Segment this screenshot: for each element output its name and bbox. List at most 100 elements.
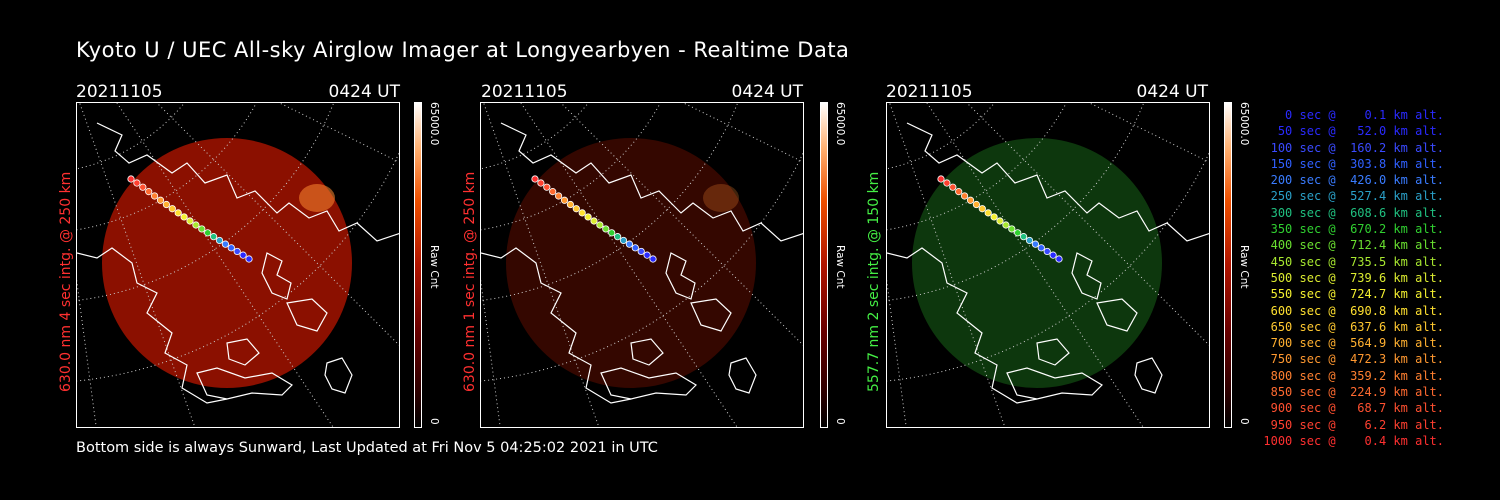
page-title: Kyoto U / UEC All-sky Airglow Imager at … [76,38,850,62]
trajectory-point [1031,240,1039,248]
legend-row: 300 sec @ 608.6 km alt. [1263,205,1444,220]
coastline [261,252,292,300]
trajectory-point [1002,221,1010,229]
coastline [1134,357,1163,394]
trajectory-point [233,247,241,256]
legend-row: 150 sec @ 303.8 km alt. [1263,156,1444,171]
trajectory-point [937,175,945,183]
trajectory-point [555,192,563,200]
legend-row: 900 sec @ 68.7 km alt. [1263,401,1444,416]
legend-row: 350 sec @ 670.2 km alt. [1263,222,1444,237]
legend-row: 950 sec @ 6.2 km alt. [1263,417,1444,432]
trajectory-point [614,233,622,241]
panel2-cbar-unit: Raw Cnt [834,245,846,289]
panel2-ylabel: 630.0 nm 1 sec intg. @ 250 km [462,171,478,392]
trajectory-point [227,244,235,252]
trajectory-point [210,233,218,241]
trajectory-point [1014,229,1022,237]
trajectory-point [156,196,165,204]
legend-row: 800 sec @ 359.2 km alt. [1263,368,1444,383]
trajectory-point [174,209,182,217]
coastline [887,247,1038,404]
panel2-cbar-max: 65000.0 [834,102,846,146]
trajectory-point [239,251,247,259]
panel1-cbar-unit: Raw Cnt [428,245,440,289]
coastline [906,122,1209,242]
coastline [96,122,399,242]
trajectory-point [543,183,551,191]
trajectory-point [961,192,969,200]
airglow-disc [102,138,352,388]
trajectory-point [180,213,188,221]
legend-row: 50 sec @ 52.0 km alt. [1263,124,1444,139]
panel1-svg [77,103,399,427]
meridian-line [887,279,907,427]
coastline [1096,298,1138,332]
meridian-line [481,279,501,427]
legend-row: 200 sec @ 426.0 km alt. [1263,173,1444,188]
meridian-line [560,103,803,346]
airglow-disc [912,138,1162,388]
coastline [481,247,632,404]
trajectory-point [578,209,586,217]
trajectory-point [162,200,171,209]
trajectory-point [566,200,575,209]
trajectory-point [139,183,147,191]
trajectory-point [1025,236,1034,245]
trajectory-point [978,205,986,213]
panel3-svg [887,103,1209,427]
panel2-time: 0424 UT [731,82,804,102]
legend-row: 700 sec @ 564.9 km alt. [1263,336,1444,351]
trajectory-point [966,196,975,204]
panel1-time: 0424 UT [328,82,401,102]
trajectory-point [133,179,141,187]
legend-row: 450 sec @ 735.5 km alt. [1263,254,1444,269]
coastline [1071,252,1102,300]
coastline [226,338,260,366]
legend-row: 1000 sec @ 0.4 km alt. [1263,433,1444,448]
trajectory-point [531,175,539,183]
coastline [1036,338,1070,366]
panel3-date: 20211105 [886,82,973,102]
trajectory-point [984,209,992,217]
trajectory-point [1008,225,1016,233]
trajectory-point [590,217,598,225]
trajectory-point [221,240,229,248]
legend-row: 100 sec @ 160.2 km alt. [1263,140,1444,155]
trajectory-point [127,175,135,183]
trajectory-point [186,217,194,225]
legend-row: 400 sec @ 712.4 km alt. [1263,238,1444,253]
coastline [690,298,732,332]
trajectory-legend: 0 sec @ 0.1 km alt. 50 sec @ 52.0 km alt… [1262,107,1444,449]
panel3-cbar-max: 65000.0 [1238,102,1250,146]
coastline [77,247,228,404]
panel3-colorbar [1224,102,1232,428]
panel1-date: 20211105 [76,82,163,102]
trajectory-point [996,217,1004,225]
trajectory-point [560,196,569,204]
panel3-cbar-min: 0 [1238,418,1250,425]
trajectory-point [625,240,633,248]
panel3-cbar-unit: Raw Cnt [1238,245,1250,289]
trajectory-point [1020,233,1028,241]
coastline [600,367,697,400]
trajectory-point [572,205,580,213]
trajectory-point [584,213,592,221]
panel1-ylabel: 630.0 nm 4 sec intg. @ 250 km [58,171,74,392]
coastline [728,357,757,394]
panel2-svg [481,103,803,427]
panel1-colorbar [414,102,422,428]
trajectory-point [245,255,253,263]
panel1-cbar-max: 65000.0 [428,102,440,146]
trajectory-point [537,179,545,187]
meridian-line [966,103,1209,346]
trajectory-point [145,188,153,196]
trajectory-point [151,192,159,200]
trajectory-point [990,213,998,221]
coastline [286,298,328,332]
trajectory-point [619,236,628,245]
coastline [1006,367,1103,400]
trajectory-point [192,221,200,229]
trajectory-point [602,225,610,233]
trajectory-point [608,229,616,237]
